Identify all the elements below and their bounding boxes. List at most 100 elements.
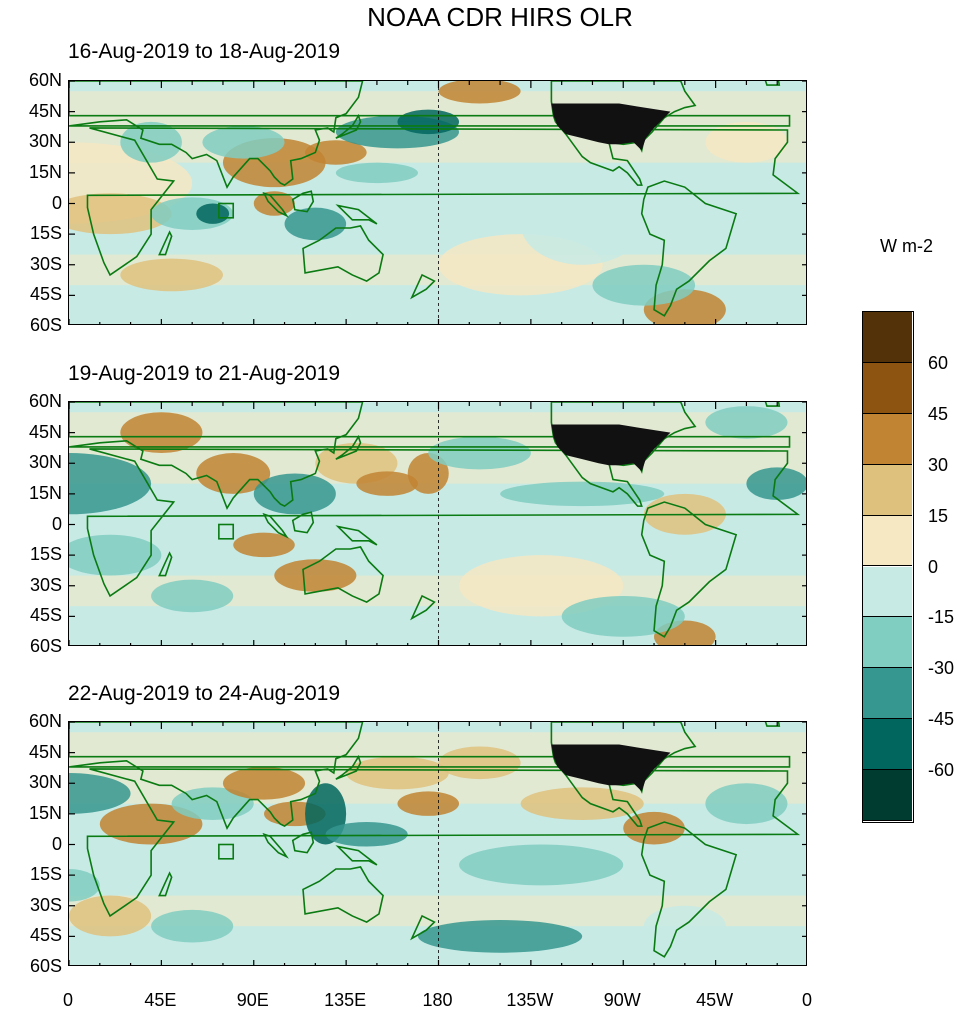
lat-tick-label: 30S xyxy=(29,894,62,915)
colorbar-box xyxy=(863,515,912,567)
anomaly-region xyxy=(325,822,408,847)
anomaly-band xyxy=(69,834,806,865)
lat-tick-label: 45S xyxy=(29,284,62,305)
lat-tick-label: 30N xyxy=(28,772,62,793)
lon-tick-label: 0 xyxy=(801,990,813,1010)
anomaly-region xyxy=(233,532,295,558)
colorbar-label: -60 xyxy=(928,760,955,781)
colorbar-label: -45 xyxy=(928,709,955,730)
coastline xyxy=(86,768,801,918)
panel-3-title: 22-Aug-2019 to 24-Aug-2019 xyxy=(68,682,341,705)
lon-tick-label: 0 xyxy=(62,990,74,1010)
coastline xyxy=(335,754,362,780)
coastline xyxy=(335,845,378,866)
coastline xyxy=(640,821,738,958)
anomaly-region xyxy=(202,125,285,159)
lat-tick-label: 60S xyxy=(29,956,62,976)
coastline xyxy=(410,273,436,300)
colorbar-box xyxy=(863,668,912,720)
coastline xyxy=(158,871,173,897)
colorbar-box xyxy=(863,719,912,771)
lat-tick-label: 0 xyxy=(51,513,62,534)
colorbar-box xyxy=(863,362,912,414)
anomaly-region xyxy=(171,787,254,820)
lat-tick-label: 15S xyxy=(29,223,62,244)
anomaly-region xyxy=(196,203,230,224)
lat-tick-label: 15N xyxy=(28,482,62,503)
anomaly-region xyxy=(69,453,152,515)
coastline xyxy=(158,230,173,256)
panel-2-title: 19-Aug-2019 to 21-Aug-2019 xyxy=(68,362,341,385)
anomaly-band xyxy=(69,732,806,763)
anomaly-region xyxy=(253,191,295,216)
lon-tick-label: 90E xyxy=(236,990,269,1010)
lon-tick-label: 180 xyxy=(422,990,453,1010)
anomaly-region xyxy=(69,869,100,902)
anomaly-region xyxy=(356,471,418,496)
colorbar-label: -30 xyxy=(928,658,955,679)
anomaly-region xyxy=(705,121,788,163)
lat-tick-label: 30S xyxy=(29,253,62,274)
anomaly-region xyxy=(335,162,418,184)
usa-boundaries xyxy=(551,103,671,151)
colorbar-label: 30 xyxy=(928,454,949,475)
anomaly-region xyxy=(397,109,460,135)
coastline xyxy=(291,511,315,534)
coastline xyxy=(335,434,362,460)
colorbar-unit: W m-2 xyxy=(880,236,933,256)
lat-tick-label: 60S xyxy=(29,636,62,656)
lat-tick-label: 30N xyxy=(28,452,62,473)
lat-tick-label: 15S xyxy=(29,864,62,885)
anomaly-region xyxy=(120,412,203,454)
coastline xyxy=(86,127,801,277)
coastline xyxy=(335,113,362,139)
lat-tick-label: 15N xyxy=(28,161,62,182)
lon-tick-label: 45E xyxy=(144,990,177,1010)
anomaly-region xyxy=(274,559,357,592)
lat-tick-label: 0 xyxy=(51,192,62,213)
anomaly-region xyxy=(253,473,336,515)
anomaly-region xyxy=(561,595,685,637)
anomaly-region xyxy=(705,783,788,825)
coastline xyxy=(410,594,436,621)
lat-tick-label: 60S xyxy=(29,315,62,335)
coastline xyxy=(262,512,289,539)
region-box xyxy=(218,843,235,860)
olr-anomaly-map-3 xyxy=(69,722,806,965)
lon-axis: 0 45E 90E 135E 180 135W 90W 45W 0 xyxy=(0,990,964,1012)
anomaly-region xyxy=(346,756,449,790)
coastline xyxy=(764,722,781,727)
colorbar-label: 15 xyxy=(928,505,949,526)
anomaly-region xyxy=(438,81,521,104)
lat-tick-label: 30N xyxy=(28,131,62,152)
anomaly-region xyxy=(120,258,223,292)
map-panel-3 xyxy=(68,721,807,966)
anomaly-region xyxy=(99,803,203,845)
anomaly-region xyxy=(196,453,271,494)
colorbar xyxy=(862,311,914,823)
coastline xyxy=(69,402,791,510)
colorbar-box xyxy=(863,464,912,516)
coastline xyxy=(86,448,801,598)
coastline xyxy=(550,402,697,507)
coastline xyxy=(640,501,738,638)
coastline xyxy=(302,546,384,603)
anomaly-region xyxy=(592,264,696,306)
usa-boundaries xyxy=(551,424,671,472)
anomaly-region xyxy=(151,579,234,613)
figure-title: NOAA CDR HIRS OLR xyxy=(367,2,633,32)
lat-tick-label: 30S xyxy=(29,574,62,595)
usa-boundaries xyxy=(551,744,671,792)
colorbar-box xyxy=(863,770,912,821)
coastline xyxy=(550,81,697,186)
coastline xyxy=(302,225,384,282)
panel-1-title: 16-Aug-2019 to 18-Aug-2019 xyxy=(68,40,341,63)
lat-tick-label: 45N xyxy=(28,741,62,762)
colorbar-label: 0 xyxy=(928,556,939,577)
lat-tick-label: 15S xyxy=(29,544,62,565)
coastline xyxy=(764,402,781,407)
anomaly-region xyxy=(428,436,531,470)
coastline xyxy=(302,866,384,923)
coastline xyxy=(764,81,781,86)
lat-tick-label: 45S xyxy=(29,605,62,626)
